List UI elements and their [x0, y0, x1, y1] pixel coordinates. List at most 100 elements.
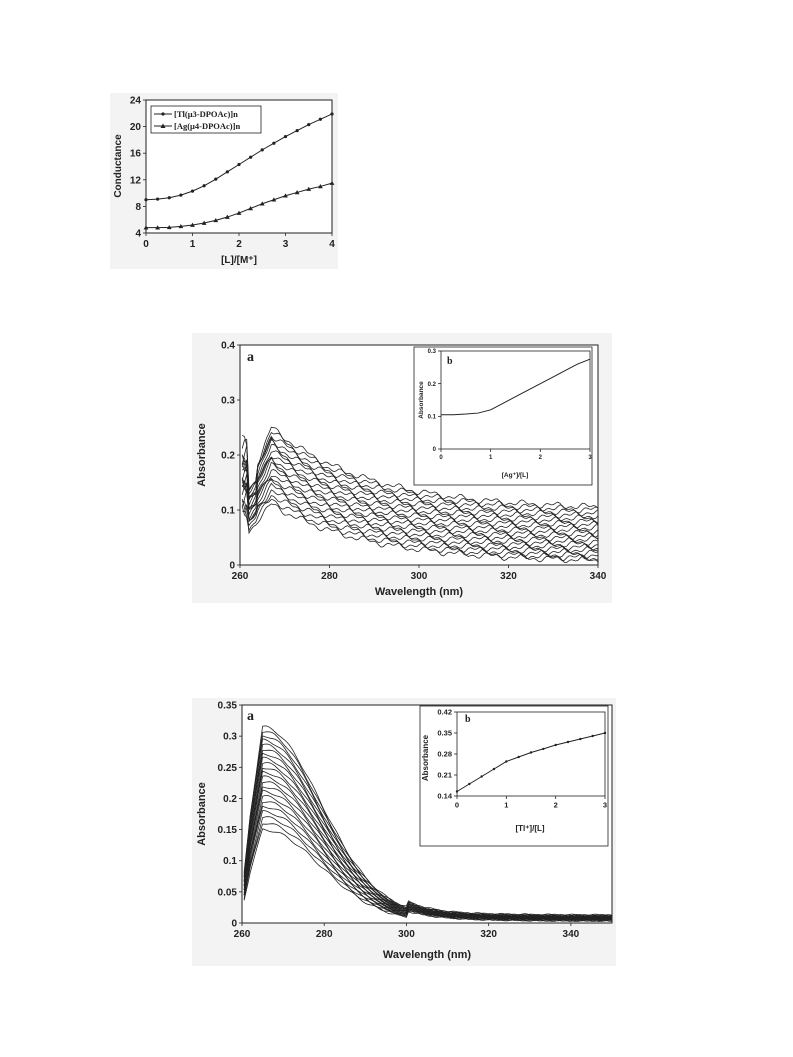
- y-tick-label: 0.05: [218, 887, 238, 898]
- data-point-tl: [272, 141, 276, 145]
- data-point-ag: [271, 197, 277, 202]
- inset-data-point: [455, 790, 459, 793]
- inset-data-point: [505, 760, 508, 763]
- spectrum-line: [241, 456, 599, 538]
- inset-panel-b-label: b: [465, 714, 471, 725]
- spectrum-line: [241, 438, 599, 524]
- y-axis-label: Conductance: [113, 134, 124, 198]
- y-tick-label: 12: [130, 175, 142, 186]
- y-tick-label: 0.2: [223, 794, 237, 805]
- x-tick-label: 260: [232, 571, 249, 582]
- inset-x-tick-label: 2: [539, 455, 543, 461]
- y-tick-label: 0.35: [218, 701, 238, 712]
- y-axis-label: Absorbance: [196, 423, 208, 487]
- inset-x-axis-label: [Tl⁺]/[L]: [515, 824, 544, 833]
- data-point-tl: [307, 123, 311, 127]
- spectrum-line: [241, 461, 599, 540]
- y-tick-label: 0: [229, 561, 235, 572]
- x-tick-label: 300: [398, 929, 415, 940]
- x-tick-label: 320: [500, 571, 517, 582]
- inset-data-point: [591, 734, 594, 738]
- spectrum-line: [241, 469, 599, 542]
- data-point-tl: [167, 196, 171, 200]
- inset-data-point: [566, 740, 570, 744]
- data-point-ag: [329, 180, 335, 185]
- data-point-tl: [249, 155, 253, 159]
- inset-x-axis-label: [Ag⁺]/[L]: [502, 472, 529, 479]
- inset-x-tick-label: 2: [554, 801, 558, 810]
- data-point-tl: [225, 170, 229, 174]
- inset-x-tick-label: 0: [455, 801, 459, 810]
- spectrum-line: [241, 443, 599, 526]
- data-point-tl: [330, 112, 334, 116]
- y-tick-label: 0.1: [221, 506, 235, 517]
- panel-a-label: a: [247, 709, 254, 724]
- inset-y-tick-label: 0.3: [428, 349, 437, 355]
- y-tick-label: 0.2: [221, 451, 235, 462]
- data-point-tl: [318, 117, 322, 121]
- data-point-ag: [178, 223, 184, 229]
- y-tick-label: 8: [135, 202, 141, 213]
- spectrum-line: [242, 426, 599, 510]
- inset-data-point: [480, 775, 483, 778]
- spectrum-line: [243, 752, 613, 919]
- y-tick-label: 0.25: [218, 763, 238, 774]
- spectrum-line: [241, 482, 599, 553]
- y-tick-label: 0.3: [223, 732, 237, 743]
- legend: [Tl(μ3-DPOAc)]n [Ag(μ4-DPOAc)]n: [150, 105, 262, 134]
- data-point-ag: [201, 220, 207, 225]
- spectrum-line: [243, 725, 613, 918]
- y-tick-label: 0: [231, 919, 237, 930]
- spectrum-line: [241, 476, 599, 546]
- x-tick-label: 280: [321, 571, 338, 582]
- inset-box: [419, 705, 609, 847]
- inset-y-tick-label: 0.28: [437, 750, 452, 759]
- inset-y-tick-label: 0: [433, 447, 437, 453]
- x-tick-label: 320: [480, 929, 497, 940]
- panel-a-label: a: [247, 350, 254, 365]
- spectrum-line: [242, 501, 599, 563]
- inset-data-point: [468, 782, 471, 786]
- x-tick-label: 300: [411, 571, 428, 582]
- y-tick-label: 0.1: [223, 856, 237, 867]
- legend-ag-marker: [160, 123, 166, 128]
- x-tick-label: 0: [143, 239, 149, 250]
- y-tick-label: 0.15: [218, 825, 238, 836]
- inset-data-point: [554, 743, 557, 747]
- inset-x-tick-label: 3: [603, 801, 607, 810]
- data-point-ag: [236, 210, 242, 215]
- tl-uv-figure-panel: 0 0.05 0.1 0.15 0.2 0.25 0.3 0.35 260 280 300 320 3…: [192, 698, 616, 966]
- data-point-tl: [144, 198, 148, 202]
- y-tick-label: 16: [130, 149, 142, 160]
- inset-x-tick-label: 1: [489, 455, 493, 461]
- spectrum-line: [242, 489, 599, 557]
- data-point-ag: [248, 205, 254, 211]
- data-point-tl: [295, 128, 299, 133]
- legend-box: [150, 105, 262, 134]
- data-point-ag: [166, 224, 172, 230]
- spectrum-line: [243, 731, 613, 918]
- tl-uv-spectra-chart: 00.050.10.150.20.250.30.35 260 280 300 320 3…: [196, 701, 613, 961]
- x-tick-label: 260: [234, 929, 251, 940]
- inset-y-axis-label: Absorbance: [418, 381, 425, 419]
- data-point-ag: [143, 225, 149, 230]
- inset-chart: 0 0.1 0.2 0.3 0 1 2 3 b Absorbance [Ag⁺]/[L]: [413, 346, 593, 486]
- inset-y-axis-label: Absorbance: [421, 734, 430, 781]
- spectrum-line: [241, 478, 598, 549]
- x-axis-label: Wavelength (nm): [383, 949, 472, 961]
- y-tick-label: 0.4: [221, 341, 235, 352]
- data-point-tl: [260, 148, 264, 152]
- x-axis-label: [L]/[M⁺]: [221, 255, 257, 266]
- spectrum-line: [243, 738, 613, 918]
- data-point-tl: [156, 197, 160, 201]
- inset-data-point: [492, 767, 496, 771]
- inset-y-tick-label: 0.35: [437, 729, 452, 738]
- x-tick-label: 1: [190, 239, 196, 250]
- legend-ag-label: [Ag(μ4-DPOAc)]n: [174, 121, 240, 131]
- data-point-ag: [224, 214, 230, 219]
- data-point-ag: [155, 225, 161, 230]
- ag-uv-spectra-chart: 00.10.20.30.4 260 280 300 320 340 a Absorban…: [196, 341, 607, 599]
- x-tick-label: 3: [283, 239, 289, 250]
